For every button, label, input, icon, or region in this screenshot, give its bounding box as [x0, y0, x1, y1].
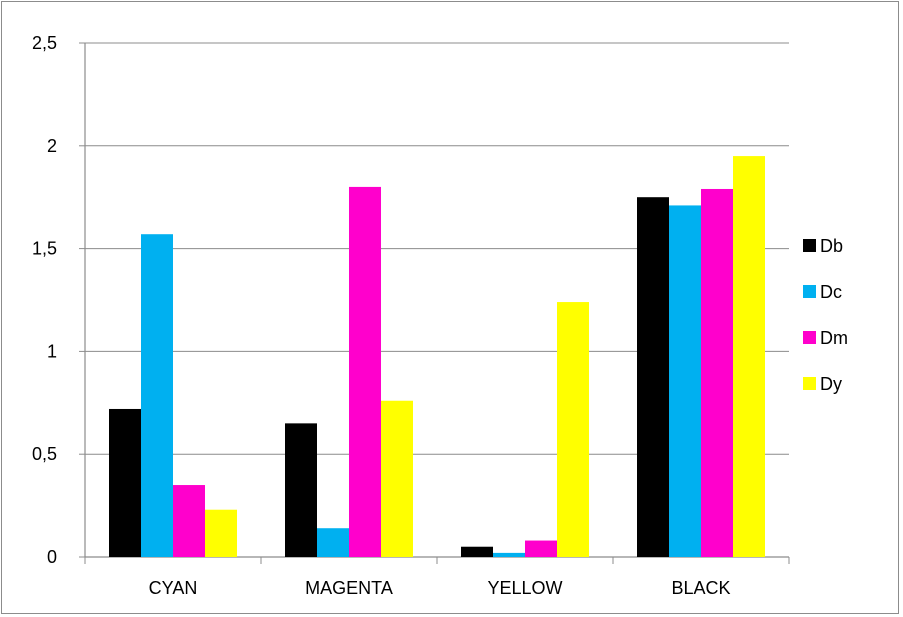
bar-db-magenta [285, 423, 317, 557]
legend: Db Dc Dm Dy [803, 236, 848, 394]
bar-dy-black [733, 156, 765, 557]
legend-label-dy: Dy [820, 374, 842, 394]
bar-dm-cyan [173, 485, 205, 557]
legend-label-db: Db [820, 236, 843, 256]
y-tick-label: 1,5 [32, 239, 57, 259]
bar-dy-cyan [205, 509, 237, 557]
legend-swatch-dm [803, 331, 816, 344]
y-tick-label: 2,5 [32, 33, 57, 53]
legend-swatch-dy [803, 377, 816, 390]
bars [109, 156, 765, 558]
bar-dc-yellow [493, 552, 525, 557]
x-category-label: BLACK [671, 578, 730, 598]
legend-label-dm: Dm [820, 328, 848, 348]
x-category-label: CYAN [149, 578, 198, 598]
y-tick-label: 0,5 [32, 444, 57, 464]
bar-dm-yellow [525, 540, 557, 557]
bar-dm-magenta [349, 186, 381, 558]
bar-dc-magenta [317, 528, 349, 557]
legend-swatch-db [803, 239, 816, 252]
legend-swatch-dc [803, 285, 816, 298]
x-category-label: YELLOW [487, 578, 562, 598]
legend-label-dc: Dc [820, 282, 842, 302]
y-tick-label: 2 [47, 136, 57, 156]
bar-dm-black [701, 188, 733, 557]
bar-dc-black [669, 205, 701, 557]
x-category-label: MAGENTA [305, 578, 393, 598]
bar-db-cyan [109, 408, 141, 557]
bar-db-black [637, 197, 669, 557]
y-tick-labels: 0 0,5 1 1,5 2 2,5 [32, 33, 57, 567]
bar-dy-magenta [381, 400, 413, 557]
bar-dc-cyan [141, 234, 173, 557]
x-category-labels: CYAN MAGENTA YELLOW BLACK [149, 578, 731, 598]
y-tick-label: 1 [47, 341, 57, 361]
y-tick-label: 0 [47, 547, 57, 567]
bar-dy-yellow [557, 302, 589, 557]
bar-db-yellow [461, 546, 493, 557]
